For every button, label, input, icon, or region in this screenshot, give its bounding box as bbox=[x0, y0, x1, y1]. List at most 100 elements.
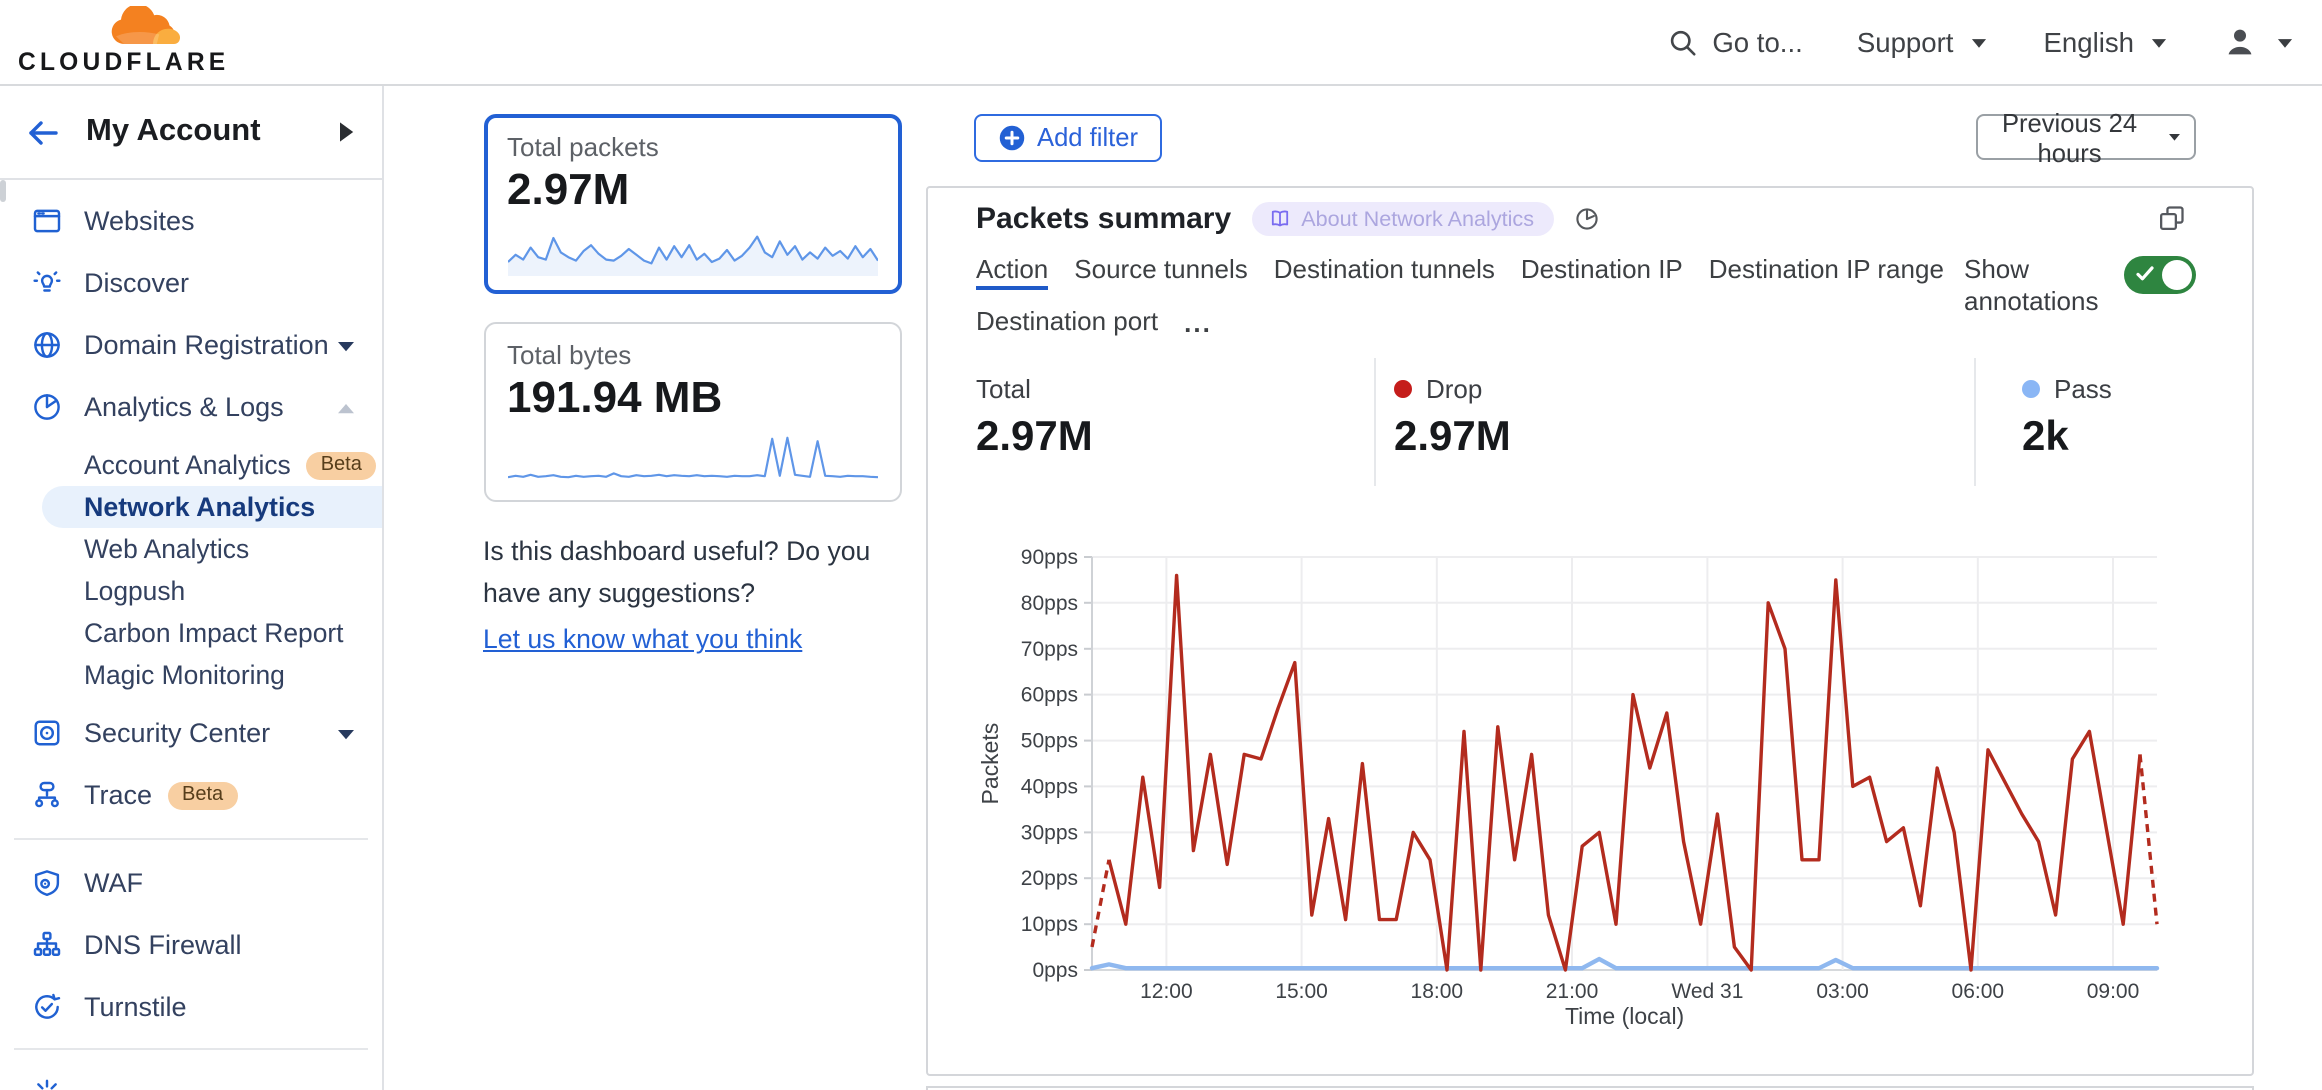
sidebar-divider bbox=[14, 1048, 367, 1050]
chevron-right-icon[interactable] bbox=[335, 120, 355, 144]
svg-text:70pps: 70pps bbox=[1021, 638, 1078, 661]
sidebar-item-label: DNS Firewall bbox=[84, 929, 242, 959]
panel-header: Packets summary About Network Analytics bbox=[976, 199, 1600, 239]
sidebar-divider bbox=[14, 837, 367, 839]
sidebar-item-waf[interactable]: WAF bbox=[0, 851, 381, 913]
about-network-analytics-pill[interactable]: About Network Analytics bbox=[1251, 202, 1555, 236]
toggle-knob bbox=[2162, 259, 2192, 289]
feedback-text: Is this dashboard useful? Do you have an… bbox=[483, 536, 871, 608]
sidebar-item-trace[interactable]: Trace Beta bbox=[0, 764, 381, 826]
tab-action[interactable]: Action bbox=[976, 253, 1049, 289]
book-icon bbox=[1271, 209, 1288, 226]
chevron-down-icon bbox=[2168, 133, 2179, 141]
sidebar-item-websites[interactable]: Websites bbox=[0, 190, 381, 252]
language-menu[interactable]: English bbox=[2043, 27, 2170, 57]
annotations-toggle[interactable] bbox=[2124, 255, 2196, 293]
chevron-down-icon bbox=[2151, 38, 2167, 47]
feedback-link[interactable]: Let us know what you think bbox=[483, 624, 803, 654]
stat-total: Total 2.97M bbox=[976, 373, 1093, 461]
sidebar-item-analytics-logs[interactable]: Analytics & Logs bbox=[0, 376, 381, 438]
packets-summary-panel: Packets summary About Network Analytics … bbox=[926, 185, 2253, 1075]
sidebar-item-label: Analytics & Logs bbox=[84, 392, 284, 422]
more-tabs-button[interactable]: ... bbox=[1184, 308, 1212, 338]
check-icon bbox=[2136, 265, 2154, 280]
svg-text:30pps: 30pps bbox=[1021, 821, 1078, 844]
cloudflare-logo[interactable]: CLOUDFLARE bbox=[18, 6, 225, 76]
browser-window-icon bbox=[32, 206, 62, 236]
sidebar-item-logpush[interactable]: Logpush bbox=[0, 570, 381, 612]
sidebar-item-partial[interactable] bbox=[0, 1062, 381, 1090]
sidebar-item-label: Trace bbox=[84, 780, 153, 810]
sidebar-item-domain-registration[interactable]: Domain Registration bbox=[0, 314, 381, 376]
sidebar: My Account Websites Discover Domain Regist… bbox=[0, 86, 383, 1090]
dimension-tabs: Action Source tunnels Destination tunnels D… bbox=[976, 253, 1944, 289]
sidebar-item-label: Network Analytics bbox=[84, 492, 316, 522]
shield-gear-icon bbox=[32, 867, 62, 897]
time-range-label: Previous 24 hours bbox=[2001, 107, 2138, 167]
refresh-check-icon bbox=[32, 991, 62, 1021]
sidebar-item-carbon-impact-report[interactable]: Carbon Impact Report bbox=[0, 612, 381, 654]
sidebar-nav: Websites Discover Domain Registration Analy… bbox=[0, 180, 381, 1090]
svg-text:10pps: 10pps bbox=[1021, 913, 1078, 936]
sidebar-item-label: Discover bbox=[84, 268, 190, 298]
metric-card-total-packets[interactable]: Total packets 2.97M bbox=[483, 114, 901, 294]
tree-icon bbox=[32, 780, 62, 810]
stat-value: 2.97M bbox=[976, 413, 1093, 459]
sidebar-item-dns-firewall[interactable]: DNS Firewall bbox=[0, 913, 381, 975]
sidebar-item-label: Domain Registration bbox=[84, 330, 329, 360]
tab-destination-ip-range[interactable]: Destination IP range bbox=[1708, 253, 1944, 283]
account-menu[interactable] bbox=[2224, 26, 2296, 58]
svg-text:50pps: 50pps bbox=[1021, 730, 1078, 753]
main-content: Total packets 2.97M Total bytes 191.94 MB I… bbox=[383, 86, 2322, 1090]
support-label: Support bbox=[1856, 27, 1954, 57]
add-filter-button[interactable]: Add filter bbox=[973, 113, 1163, 161]
svg-text:20pps: 20pps bbox=[1021, 867, 1078, 890]
sidebar-item-label: Account Analytics bbox=[84, 450, 291, 480]
metric-label: Total packets bbox=[507, 132, 659, 162]
stat-value: 2.97M bbox=[1394, 413, 1511, 459]
support-menu[interactable]: Support bbox=[1857, 27, 1990, 57]
goto-label: Go to... bbox=[1712, 27, 1803, 57]
tab-destination-ip[interactable]: Destination IP bbox=[1520, 253, 1683, 283]
time-range-dropdown[interactable]: Previous 24 hours bbox=[1976, 107, 2196, 167]
stat-label: Drop bbox=[1426, 373, 1483, 403]
lightbulb-icon bbox=[32, 268, 62, 298]
account-name[interactable]: My Account bbox=[86, 114, 261, 148]
account-row: My Account bbox=[0, 86, 381, 178]
svg-text:0pps: 0pps bbox=[1032, 959, 1078, 982]
svg-text:90pps: 90pps bbox=[1021, 546, 1078, 569]
sidebar-item-security-center[interactable]: Security Center bbox=[0, 702, 381, 764]
svg-text:18:00: 18:00 bbox=[1411, 980, 1464, 1003]
tab-source-tunnels[interactable]: Source tunnels bbox=[1074, 253, 1248, 283]
sidebar-item-magic-monitoring[interactable]: Magic Monitoring bbox=[0, 654, 381, 696]
tab-destination-tunnels[interactable]: Destination tunnels bbox=[1273, 253, 1495, 283]
tab-destination-port[interactable]: Destination port bbox=[976, 305, 1159, 335]
feedback-block: Is this dashboard useful? Do you have an… bbox=[483, 530, 905, 660]
sidebar-item-web-analytics[interactable]: Web Analytics bbox=[0, 528, 381, 570]
pie-chart-icon bbox=[32, 392, 62, 422]
sunburst-icon bbox=[32, 1078, 62, 1090]
sidebar-item-network-analytics[interactable]: Network Analytics bbox=[42, 486, 381, 528]
metric-column: Total packets 2.97M Total bytes 191.94 MB I… bbox=[483, 114, 901, 660]
cloudflare-cloud-icon bbox=[111, 6, 180, 44]
metric-card-total-bytes[interactable]: Total bytes 191.94 MB bbox=[483, 322, 901, 502]
sidebar-item-account-analytics[interactable]: Account Analytics Beta bbox=[0, 444, 381, 486]
time-pie-icon[interactable] bbox=[1574, 206, 1600, 232]
sidebar-item-label: Websites bbox=[84, 206, 195, 236]
svg-text:80pps: 80pps bbox=[1021, 592, 1078, 615]
plus-circle-icon bbox=[998, 124, 1024, 150]
goto-search[interactable]: Go to... bbox=[1668, 27, 1803, 57]
svg-text:Packets: Packets bbox=[977, 723, 1003, 805]
sparkline-chart bbox=[507, 235, 877, 276]
back-arrow-icon[interactable] bbox=[26, 117, 60, 147]
panel-title: Packets summary bbox=[976, 202, 1232, 236]
metric-value: 191.94 MB bbox=[507, 372, 723, 422]
sidebar-item-turnstile[interactable]: Turnstile bbox=[0, 975, 381, 1037]
chevron-down-icon bbox=[337, 729, 353, 739]
sidebar-scrollbar-thumb[interactable] bbox=[0, 180, 5, 202]
next-panel-partial bbox=[926, 1085, 2253, 1090]
expand-panel-icon[interactable] bbox=[2157, 203, 2185, 231]
metric-value: 2.97M bbox=[507, 164, 630, 214]
sidebar-item-discover[interactable]: Discover bbox=[0, 252, 381, 314]
svg-text:12:00: 12:00 bbox=[1140, 980, 1193, 1003]
